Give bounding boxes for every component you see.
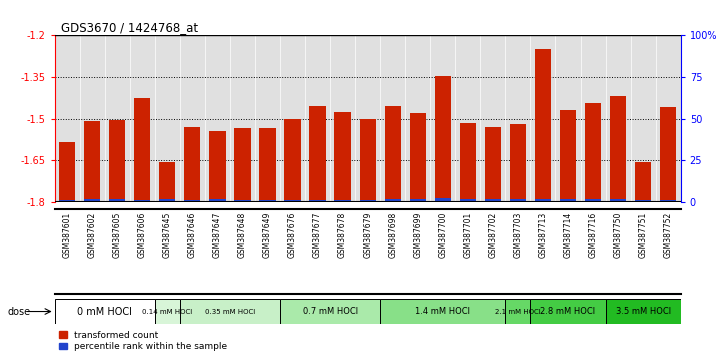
Bar <box>585 103 601 202</box>
Bar <box>155 299 180 324</box>
Bar <box>435 76 451 202</box>
Bar <box>159 199 175 202</box>
Bar <box>410 199 426 202</box>
Text: GSM387716: GSM387716 <box>588 211 598 258</box>
Text: GSM387678: GSM387678 <box>338 211 347 258</box>
Bar <box>109 120 125 202</box>
Text: 0.35 mM HOCl: 0.35 mM HOCl <box>205 309 255 314</box>
Bar <box>380 299 505 324</box>
Text: 0 mM HOCl: 0 mM HOCl <box>77 307 132 316</box>
Text: GSM387676: GSM387676 <box>288 211 297 258</box>
Bar <box>134 200 151 202</box>
Bar <box>209 199 226 202</box>
Bar <box>560 110 576 202</box>
Text: dose: dose <box>7 307 31 316</box>
Text: GSM387601: GSM387601 <box>63 211 71 258</box>
Bar <box>384 106 401 202</box>
Bar <box>234 200 250 202</box>
Bar <box>360 119 376 202</box>
Bar <box>285 119 301 202</box>
Bar <box>84 121 100 202</box>
Bar <box>159 161 175 202</box>
Text: GSM387679: GSM387679 <box>363 211 372 258</box>
Bar <box>59 142 75 202</box>
Bar <box>184 200 200 202</box>
Bar <box>535 49 551 202</box>
Bar <box>180 299 280 324</box>
Bar <box>635 161 652 202</box>
Bar <box>384 199 401 202</box>
Bar <box>285 200 301 202</box>
Bar <box>184 127 200 202</box>
Bar <box>606 299 681 324</box>
Legend: transformed count, percentile rank within the sample: transformed count, percentile rank withi… <box>59 331 228 351</box>
Bar <box>510 124 526 202</box>
Text: GSM387677: GSM387677 <box>313 211 322 258</box>
Bar <box>280 299 380 324</box>
Bar <box>259 200 276 202</box>
Bar <box>109 199 125 202</box>
Bar <box>209 131 226 202</box>
Bar <box>134 98 151 202</box>
Bar <box>435 199 451 202</box>
Text: GSM387605: GSM387605 <box>113 211 122 258</box>
Text: 1.4 mM HOCl: 1.4 mM HOCl <box>415 307 470 316</box>
Bar <box>259 128 276 202</box>
Bar <box>84 199 100 202</box>
Bar <box>610 96 626 202</box>
Bar <box>459 199 476 202</box>
Text: GSM387700: GSM387700 <box>438 211 447 258</box>
Bar <box>560 199 576 202</box>
Text: GSM387752: GSM387752 <box>664 211 673 258</box>
Text: 0.7 mM HOCl: 0.7 mM HOCl <box>303 307 357 316</box>
Text: GSM387698: GSM387698 <box>388 211 397 258</box>
Text: GSM387645: GSM387645 <box>163 211 172 258</box>
Text: GSM387649: GSM387649 <box>263 211 272 258</box>
Bar <box>309 106 325 202</box>
Bar <box>660 108 676 202</box>
Text: GSM387703: GSM387703 <box>513 211 523 258</box>
Bar <box>334 112 351 202</box>
Text: 2.1 mM HOCl: 2.1 mM HOCl <box>495 309 541 314</box>
Text: GDS3670 / 1424768_at: GDS3670 / 1424768_at <box>61 21 198 34</box>
Bar <box>485 199 501 202</box>
Bar <box>585 199 601 202</box>
Bar <box>535 199 551 202</box>
Text: GSM387714: GSM387714 <box>563 211 572 258</box>
Text: GSM387699: GSM387699 <box>414 211 422 258</box>
Bar <box>510 199 526 202</box>
Text: 2.8 mM HOCl: 2.8 mM HOCl <box>540 307 596 316</box>
Text: GSM387648: GSM387648 <box>238 211 247 258</box>
Bar <box>660 200 676 202</box>
Text: GSM387606: GSM387606 <box>138 211 147 258</box>
Text: GSM387647: GSM387647 <box>213 211 222 258</box>
Text: GSM387751: GSM387751 <box>638 211 648 258</box>
Bar <box>234 128 250 202</box>
Text: GSM387750: GSM387750 <box>614 211 622 258</box>
Text: GSM387602: GSM387602 <box>87 211 97 258</box>
Text: 0.14 mM HOCl: 0.14 mM HOCl <box>142 309 192 314</box>
Text: GSM387646: GSM387646 <box>188 211 197 258</box>
Text: GSM387702: GSM387702 <box>488 211 497 258</box>
Bar <box>531 299 606 324</box>
Bar <box>459 123 476 202</box>
Text: 3.5 mM HOCl: 3.5 mM HOCl <box>616 307 670 316</box>
Bar <box>59 200 75 202</box>
Bar <box>635 200 652 202</box>
Bar <box>334 200 351 202</box>
Bar <box>610 199 626 202</box>
Bar <box>360 200 376 202</box>
Text: GSM387701: GSM387701 <box>463 211 472 258</box>
Bar <box>410 113 426 202</box>
Bar <box>55 299 155 324</box>
Text: GSM387713: GSM387713 <box>539 211 547 258</box>
Bar <box>505 299 531 324</box>
Bar <box>309 200 325 202</box>
Bar <box>485 127 501 202</box>
